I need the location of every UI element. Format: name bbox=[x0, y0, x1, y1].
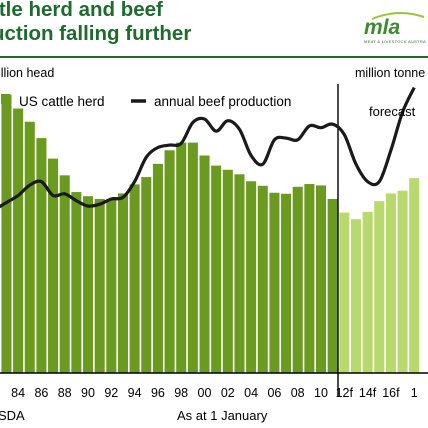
source-label: SDA bbox=[0, 408, 25, 423]
logo-text: mla bbox=[364, 16, 401, 39]
herd-bar-99 bbox=[187, 142, 198, 373]
x-tick-label: 90 bbox=[81, 386, 95, 400]
herd-bar-06 bbox=[269, 192, 280, 373]
x-tick-label: 98 bbox=[174, 386, 188, 400]
herd-bar-89 bbox=[71, 192, 82, 373]
forecast-annotation: forecast bbox=[369, 104, 416, 119]
herd-bar-92 bbox=[106, 199, 117, 373]
legend-label-production: annual beef production bbox=[154, 94, 291, 109]
herd-bar-10 bbox=[316, 185, 327, 373]
x-tick-label: 1 bbox=[411, 386, 418, 400]
herd-bar-98 bbox=[176, 142, 187, 373]
herd-bar-87 bbox=[48, 158, 59, 373]
herd-bar-18f bbox=[409, 178, 420, 373]
logo-subtext: MEAT & LIVESTOCK AUSTRA bbox=[364, 39, 427, 44]
herd-bar-01 bbox=[211, 165, 222, 373]
herd-bar-03 bbox=[234, 174, 245, 373]
right-axis-label: million tonne bbox=[355, 66, 425, 80]
x-tick-label: 06 bbox=[267, 386, 281, 400]
x-tick-label: 08 bbox=[291, 386, 305, 400]
header-divider bbox=[0, 56, 428, 58]
x-tick-label: 12f bbox=[336, 386, 354, 400]
production-line bbox=[0, 86, 416, 209]
herd-bar-90 bbox=[83, 196, 94, 373]
x-tick-label: 88 bbox=[58, 386, 72, 400]
legend-label-herd: US cattle herd bbox=[19, 94, 105, 109]
herd-bar-96 bbox=[152, 163, 163, 373]
herd-bar-11 bbox=[327, 199, 338, 373]
herd-bar-13f bbox=[350, 219, 361, 373]
x-tick-labels: 84 86 88 90 92 94 96 98 00 02 04 06 08 10 12f 14f 16f 1 bbox=[11, 386, 418, 400]
herd-bar-16f bbox=[385, 193, 396, 373]
x-tick-label: 84 bbox=[11, 386, 25, 400]
herd-bar-12f bbox=[339, 212, 350, 373]
herd-bar-02 bbox=[222, 169, 233, 373]
x-tick-label: 04 bbox=[244, 386, 258, 400]
herd-bar-09 bbox=[304, 184, 315, 373]
x-tick-label: 14f bbox=[359, 386, 377, 400]
chart-title-line2: uction falling further bbox=[0, 22, 192, 45]
production-line-group bbox=[0, 86, 416, 209]
chart-title-line1: ttle herd and beef bbox=[0, 0, 163, 21]
herd-bar-08 bbox=[292, 186, 303, 373]
herd-bar-15f bbox=[374, 201, 385, 373]
herd-bar-00 bbox=[199, 155, 210, 373]
herd-bar-95 bbox=[141, 177, 152, 373]
x-tick-label: 94 bbox=[128, 386, 142, 400]
x-tick-label: 16f bbox=[382, 386, 400, 400]
x-tick-label: 02 bbox=[221, 386, 235, 400]
herd-bar-86 bbox=[36, 138, 47, 373]
herd-bar-83 bbox=[1, 94, 12, 373]
x-axis-title: As at 1 January bbox=[177, 408, 268, 423]
x-tick-label: 96 bbox=[151, 386, 165, 400]
herd-bar-91 bbox=[94, 199, 105, 373]
herd-bar-93 bbox=[117, 193, 128, 373]
herd-bar-07 bbox=[281, 193, 292, 373]
herd-bar-94 bbox=[129, 184, 140, 373]
logo-swoosh-icon bbox=[371, 12, 425, 20]
x-tick-label: 00 bbox=[198, 386, 212, 400]
herd-bar-04 bbox=[246, 181, 257, 373]
herd-bar-97 bbox=[164, 150, 175, 373]
legend-swatch-herd bbox=[1, 94, 10, 104]
herd-bars bbox=[1, 94, 420, 374]
x-tick-label: 92 bbox=[104, 386, 118, 400]
herd-bar-85 bbox=[24, 121, 35, 374]
left-axis-label: illion head bbox=[0, 66, 54, 80]
herd-bar-14f bbox=[362, 211, 373, 373]
mla-logo: mla MEAT & LIVESTOCK AUSTRA bbox=[362, 10, 428, 48]
x-tick-label: 10 bbox=[314, 386, 328, 400]
herd-bar-05 bbox=[257, 185, 268, 373]
herd-bar-84 bbox=[13, 108, 24, 374]
herd-bar-88 bbox=[59, 175, 70, 373]
herd-bar-17f bbox=[397, 190, 408, 373]
x-tick-label: 86 bbox=[34, 386, 48, 400]
